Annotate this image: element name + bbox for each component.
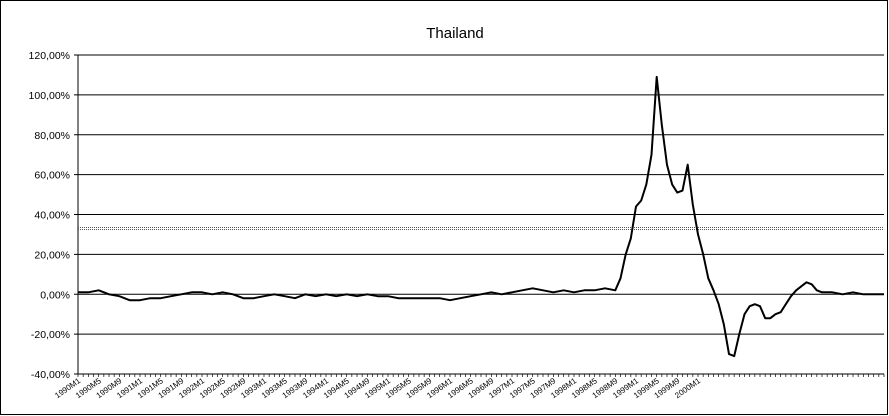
y-tick-label: -20,00% (31, 329, 70, 341)
y-tick-label: 0,00% (40, 289, 70, 301)
y-tick-label: 60,00% (34, 170, 70, 182)
y-tick-label: -40,00% (31, 369, 70, 381)
series-lines (78, 75, 884, 358)
series-line (78, 75, 884, 358)
y-tick-label: 80,00% (34, 130, 70, 142)
y-tick-label: 120,00% (29, 50, 70, 62)
y-tick-label: 20,00% (34, 249, 70, 261)
threshold-line (78, 226, 884, 230)
y-tick-label: 40,00% (34, 210, 70, 222)
y-tick-label: 100,00% (29, 90, 70, 102)
y-axis-ticks: -40,00% -20,00% 0,00% 20,00% 40,00% 60,00% 80,… (29, 50, 78, 381)
chart-title: Thailand (426, 25, 484, 42)
